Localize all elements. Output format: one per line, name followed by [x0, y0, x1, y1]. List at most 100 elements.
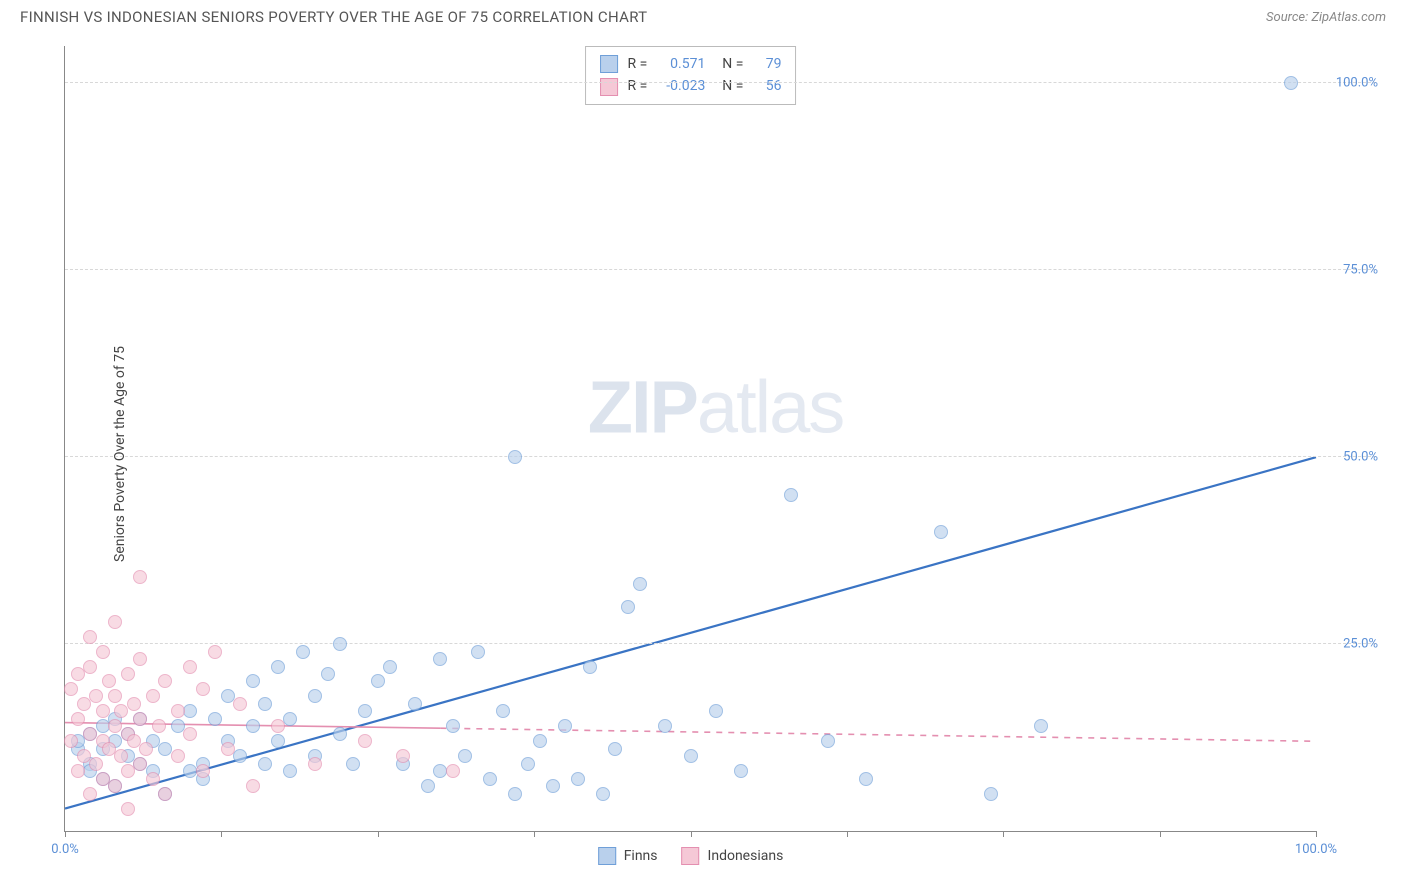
y-tick-label: 50.0%	[1343, 450, 1378, 465]
data-point	[508, 450, 522, 464]
legend-swatch	[600, 55, 618, 73]
r-value: 0.571	[657, 53, 705, 75]
data-point	[114, 704, 128, 718]
data-point	[89, 757, 103, 771]
data-point	[108, 779, 122, 793]
data-point	[183, 660, 197, 674]
y-tick-label: 75.0%	[1343, 263, 1378, 278]
x-tick	[1316, 831, 1317, 837]
data-point	[271, 660, 285, 674]
data-point	[71, 667, 85, 681]
data-point	[333, 727, 347, 741]
data-point	[258, 697, 272, 711]
r-label: R =	[628, 53, 648, 75]
data-point	[421, 779, 435, 793]
gridline	[65, 269, 1376, 270]
data-point	[133, 570, 147, 584]
chart-header: FINNISH VS INDONESIAN SENIORS POVERTY OV…	[0, 0, 1406, 30]
data-point	[346, 757, 360, 771]
chart-container: Seniors Poverty Over the Age of 75 ZIPat…	[20, 36, 1386, 872]
watermark-bold: ZIP	[588, 366, 697, 449]
r-label: R =	[628, 75, 648, 97]
data-point	[158, 787, 172, 801]
n-value: 79	[753, 53, 781, 75]
data-point	[296, 645, 310, 659]
watermark: ZIPatlas	[588, 365, 843, 450]
data-point	[371, 674, 385, 688]
data-point	[121, 764, 135, 778]
data-point	[208, 645, 222, 659]
x-tick	[534, 831, 535, 837]
data-point	[114, 749, 128, 763]
data-point	[358, 704, 372, 718]
n-label: N =	[715, 53, 743, 75]
data-point	[508, 787, 522, 801]
gridline	[65, 643, 1376, 644]
gridline	[65, 456, 1376, 457]
data-point	[121, 802, 135, 816]
data-point	[283, 712, 297, 726]
data-point	[146, 689, 160, 703]
data-point	[433, 652, 447, 666]
data-point	[333, 637, 347, 651]
data-point	[734, 764, 748, 778]
y-tick-label: 25.0%	[1343, 637, 1378, 652]
source-attribution: Source: ZipAtlas.com	[1266, 10, 1386, 25]
data-point	[77, 697, 91, 711]
data-point	[196, 764, 210, 778]
data-point	[152, 719, 166, 733]
data-point	[583, 660, 597, 674]
data-point	[233, 697, 247, 711]
data-point	[158, 674, 172, 688]
data-point	[446, 764, 460, 778]
data-point	[127, 697, 141, 711]
n-value: 56	[753, 75, 781, 97]
data-point	[496, 704, 510, 718]
stats-row: R = -0.023 N = 56	[600, 75, 782, 97]
legend-swatch	[600, 78, 618, 96]
source-link[interactable]: ZipAtlas.com	[1311, 10, 1386, 25]
series-legend: FinnsIndonesians	[598, 847, 784, 865]
data-point	[271, 734, 285, 748]
data-point	[821, 734, 835, 748]
data-point	[246, 719, 260, 733]
data-point	[596, 787, 610, 801]
data-point	[89, 689, 103, 703]
data-point	[709, 704, 723, 718]
data-point	[308, 757, 322, 771]
data-point	[183, 704, 197, 718]
x-tick-label: 0.0%	[51, 842, 79, 857]
data-point	[1284, 76, 1298, 90]
data-point	[121, 667, 135, 681]
data-point	[483, 772, 497, 786]
x-tick	[847, 831, 848, 837]
r-value: -0.023	[657, 75, 705, 97]
data-point	[1034, 719, 1048, 733]
x-tick	[65, 831, 66, 837]
data-point	[246, 779, 260, 793]
data-point	[83, 630, 97, 644]
data-point	[146, 772, 160, 786]
data-point	[658, 719, 672, 733]
data-point	[108, 615, 122, 629]
data-point	[96, 645, 110, 659]
data-point	[934, 525, 948, 539]
data-point	[571, 772, 585, 786]
data-point	[96, 704, 110, 718]
legend-swatch	[598, 847, 616, 865]
data-point	[533, 734, 547, 748]
data-point	[308, 689, 322, 703]
chart-title: FINNISH VS INDONESIAN SENIORS POVERTY OV…	[20, 8, 647, 26]
gridline	[65, 82, 1376, 83]
x-tick	[1003, 831, 1004, 837]
data-point	[196, 682, 210, 696]
x-tick	[1160, 831, 1161, 837]
n-label: N =	[715, 75, 743, 97]
legend-item: Finns	[598, 847, 658, 865]
source-prefix: Source:	[1266, 10, 1311, 25]
data-point	[321, 667, 335, 681]
data-point	[171, 704, 185, 718]
data-point	[83, 787, 97, 801]
data-point	[546, 779, 560, 793]
data-point	[108, 689, 122, 703]
